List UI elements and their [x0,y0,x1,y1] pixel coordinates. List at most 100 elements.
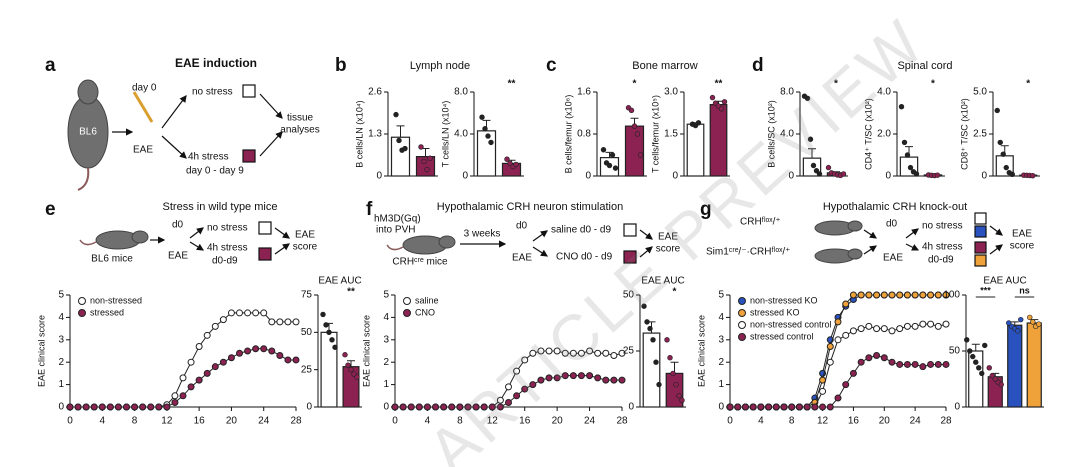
panel-title: Hypothalamic CRH neuron stimulation [437,201,623,213]
data-point [600,147,607,153]
data-point [1006,320,1012,326]
data-point [709,94,716,101]
data-point [834,318,842,326]
arrow [905,228,919,239]
y-tick-label: 2.5 [973,129,987,140]
data-point [244,347,252,355]
y-tick-label: 1.6 [577,87,591,98]
data-point [664,337,670,343]
y-axis-label: T cells/femur (x10⁵) [650,95,660,173]
bar [1007,324,1023,408]
data-point [612,165,619,171]
data-point [826,343,834,351]
data-point [888,358,896,366]
data-point [163,403,171,411]
data-point [919,363,927,371]
data-point [1036,321,1042,327]
data-point [807,136,814,142]
x-tick-label: 4 [425,416,431,427]
data-point [505,383,512,391]
error-bar [808,148,816,159]
y-tick-label: 2 [383,357,389,368]
legend-marker [738,297,746,305]
data-point [537,347,545,355]
data-point [399,403,407,411]
y-axis-label: B cells/femur (x10⁶) [563,95,573,174]
data-point [561,349,569,357]
data-point [857,358,865,366]
data-point [927,320,935,328]
arrow [161,95,187,129]
label: hM3D(Gq) [374,214,421,225]
data-point [726,403,734,411]
data-point [323,322,329,328]
y-tick-label: 0 [306,402,312,413]
data-point [545,347,553,355]
data-point [139,403,147,411]
y-tick-label: 4 [718,312,724,323]
data-point [765,403,773,411]
data-point [903,360,911,368]
data-point [488,403,496,411]
data-point [907,164,914,171]
panel-letter: e [45,199,56,220]
legend-box [258,221,272,235]
y-axis-label: T cells/LN (x10⁴) [440,101,450,168]
x-tick-label: 24 [584,416,596,427]
significance: * [931,79,935,90]
data-point [342,352,348,358]
data-point [679,397,685,403]
arrow [189,241,205,251]
data-point [98,403,106,411]
label: 3 weeks [464,229,501,240]
panel-title: Stress in wild type mice [163,201,278,213]
y-tick-label: 25 [301,364,313,375]
data-point [569,349,577,357]
arrow [989,244,1003,255]
data-point [505,399,512,407]
label: score [293,242,318,253]
legend-box [623,223,637,237]
data-point [114,403,122,411]
data-point [911,360,919,368]
data-point [942,320,950,328]
data-point [934,172,941,178]
data-point [320,311,326,318]
label: 4h stress [922,242,963,253]
data-point [842,331,850,339]
label: CNO d0 - d9 [556,252,613,263]
y-tick-label: 0 [58,402,64,413]
data-point [718,106,725,112]
y-axis-label: CD8⁺ T/SC (x10²) [959,98,969,170]
label: d0-d9 [928,255,954,266]
arrow [863,245,877,255]
data-point [644,319,650,325]
data-point [816,171,823,177]
significance: *** [980,285,991,295]
bar [968,350,984,408]
data-point [513,161,519,168]
y-tick-label: 100 [943,290,960,301]
panel-letter: a [45,55,56,76]
data-point [997,139,1003,146]
data-point [586,347,594,355]
data-point [1015,328,1021,334]
legend-marker [738,321,746,329]
data-point [421,158,427,165]
data-point [276,351,284,359]
mouse-icon [67,79,109,191]
panel-title: Lymph node [410,60,470,72]
data-point [734,403,742,411]
data-point [268,347,276,355]
label: 4h stress [207,243,248,254]
data-point [810,162,817,169]
data-point [825,164,832,171]
x-tick-label: 12 [487,416,499,427]
significance: * [1026,79,1030,90]
arrow [274,227,290,239]
significance: ** [715,79,723,90]
label: CRHᶠˡᵒˣ/⁺ [740,217,781,228]
arrow [989,225,1003,236]
data-point [131,403,139,411]
y-axis-label: CD4⁺ T/SC (x10²) [863,98,873,170]
